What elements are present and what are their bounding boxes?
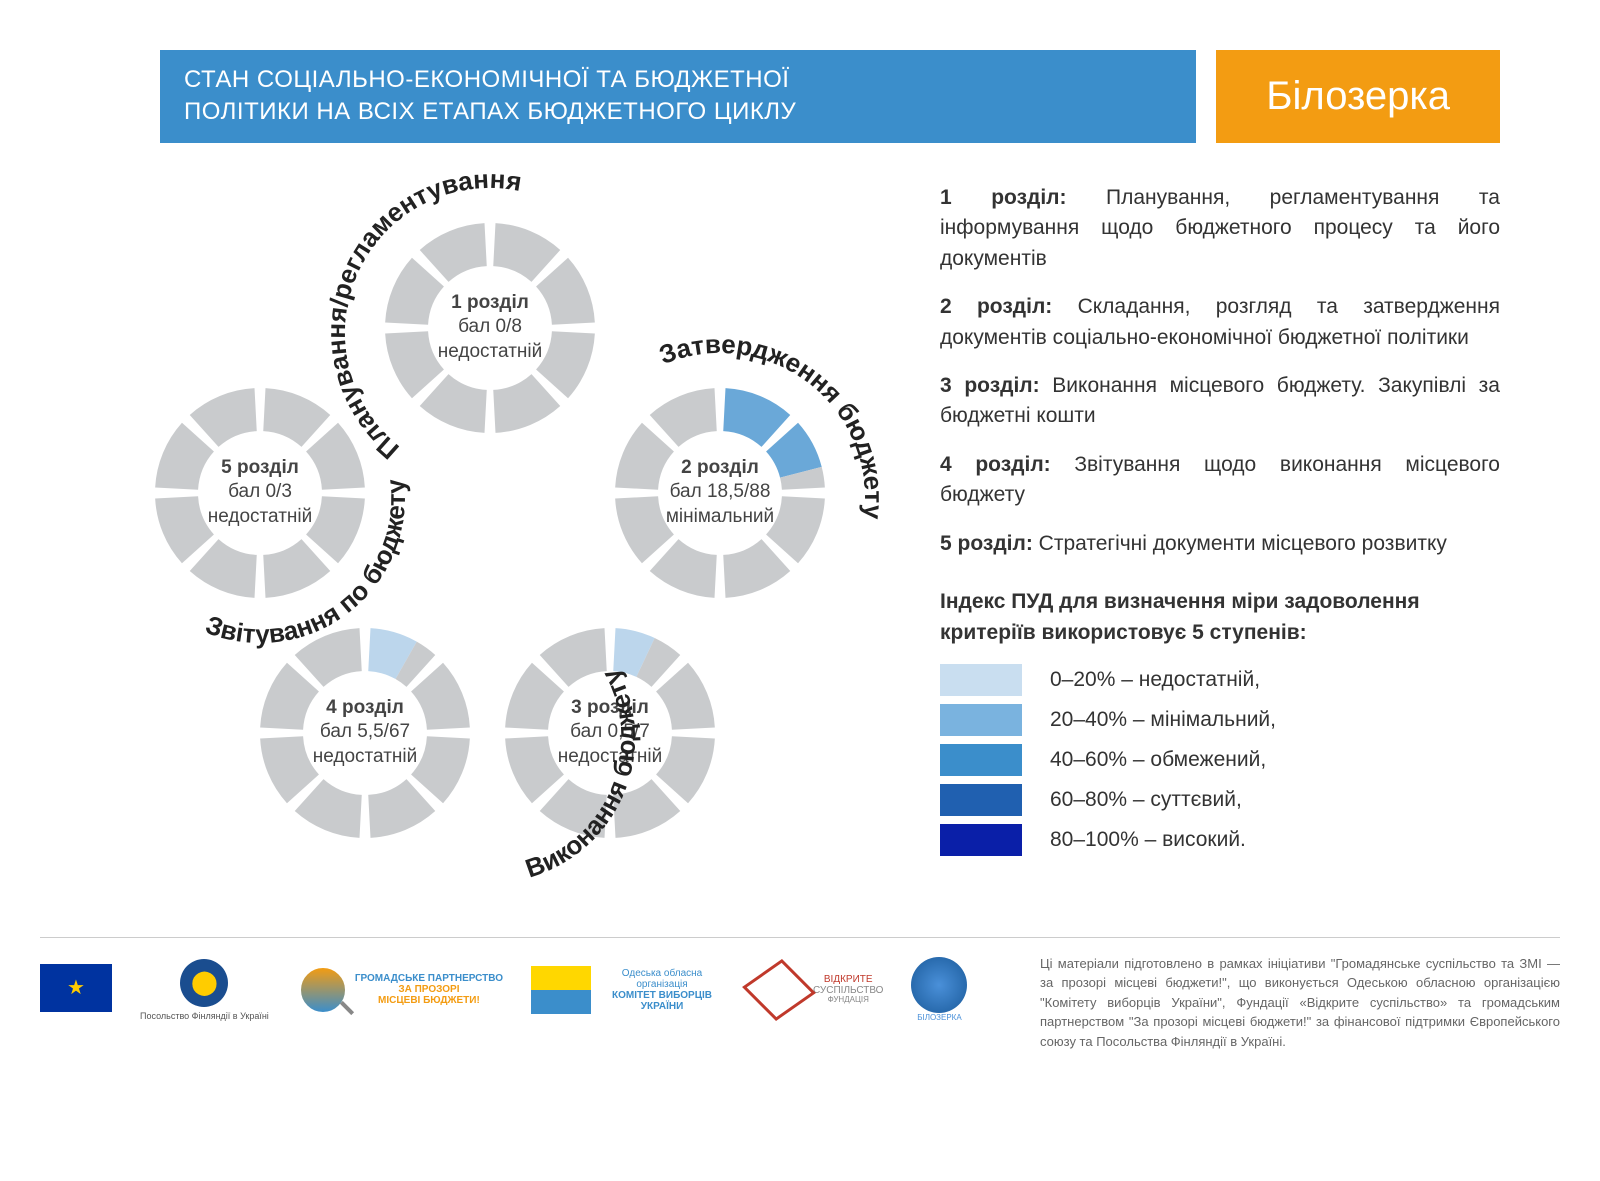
eu-logo: ★ [40,954,112,1026]
legend-row: 60–80% – суттєвий, [940,784,1500,816]
legend-swatch [940,784,1022,816]
section-desc: 2 розділ: Складання, розгляд та затвердж… [940,292,1500,353]
header-city: Білозерка [1216,50,1500,143]
legend-swatch [940,744,1022,776]
bilozerka-logo: БІЛОЗЕРКА [911,954,967,1026]
legend-row: 20–40% – мінімальний, [940,704,1500,736]
partnership-logo: ГРОМАДСЬКЕ ПАРТНЕРСТВО ЗА ПРОЗОРІ МІСЦЕВ… [297,954,503,1026]
section-desc: 1 розділ: Планування, регламентування та… [940,183,1500,274]
donut-label: 1 розділбал 0/8недостатній [380,218,600,438]
legend-text: 40–60% – обмежений, [1050,745,1266,775]
donut-d1: 1 розділбал 0/8недостатній [380,218,600,438]
donut-label: 5 розділбал 0/3недостатній [150,383,370,603]
donut-d3: 3 розділбал 0,5/7недостатній [500,623,720,843]
finland-caption: Посольство Фінляндії в Україні [140,1011,269,1021]
section-desc: 4 розділ: Звітування щодо виконання місц… [940,450,1500,511]
legend-swatch [940,664,1022,696]
legend-row: 80–100% – високий. [940,824,1500,856]
donut-label: 3 розділбал 0,5/7недостатній [500,623,720,843]
finland-logo: ⬤ Посольство Фінляндії в Україні [140,954,269,1026]
header-title: СТАН СОЦІАЛЬНО-ЕКОНОМІЧНОЇ ТА БЮДЖЕТНОЇ … [160,50,1196,143]
donut-label: 4 розділбал 5,5/67недостатній [255,623,475,843]
index-legend: 0–20% – недостатній, 20–40% – мінімальний… [940,664,1500,856]
section-descriptions: 1 розділ: Планування, регламентування та… [940,183,1500,559]
legend-swatch [940,704,1022,736]
legend-row: 40–60% – обмежений, [940,744,1500,776]
legend-text: 80–100% – високий. [1050,825,1246,855]
legend-swatch [940,824,1022,856]
donut-d5: 5 розділбал 0/3недостатній [150,383,370,603]
legend-row: 0–20% – недостатній, [940,664,1500,696]
section-desc: 5 розділ: Стратегічні документи місцевог… [940,529,1500,559]
header-title-line2: ПОЛІТИКИ НА ВСІХ ЕТАПАХ БЮДЖЕТНОГО ЦИКЛУ [184,98,796,125]
legend-text: 60–80% – суттєвий, [1050,785,1242,815]
sidebar: 1 розділ: Планування, регламентування та… [940,163,1500,923]
chart-area: 1 розділбал 0/8недостатній2 розділбал 18… [60,163,940,923]
donut-d4: 4 розділбал 5,5/67недостатній [255,623,475,843]
section-desc: 3 розділ: Виконання місцевого бюджету. З… [940,371,1500,432]
index-title: Індекс ПУД для визначення міри задоволен… [940,587,1500,648]
header: СТАН СОЦІАЛЬНО-ЕКОНОМІЧНОЇ ТА БЮДЖЕТНОЇ … [160,50,1500,143]
donut-label: 2 розділбал 18,5/88мінімальний [610,383,830,603]
main: 1 розділбал 0/8недостатній2 розділбал 18… [60,163,1500,923]
legend-text: 0–20% – недостатній, [1050,665,1260,695]
header-title-line1: СТАН СОЦІАЛЬНО-ЕКОНОМІЧНОЇ ТА БЮДЖЕТНОЇ [184,66,789,93]
vru-logo: Одеська обласна організація КОМІТЕТ ВИБО… [531,954,727,1026]
legend-text: 20–40% – мінімальний, [1050,705,1276,735]
footer: ★ ⬤ Посольство Фінляндії в Україні ГРОМА… [40,937,1560,1052]
donut-d2: 2 розділбал 18,5/88мінімальний [610,383,830,603]
osf-logo: ВІДКРИТЕ СУСПІЛЬСТВО ФУНДАЦІЯ [755,954,883,1026]
footer-text: Ці матеріали підготовлено в рамках ініці… [1040,954,1560,1052]
